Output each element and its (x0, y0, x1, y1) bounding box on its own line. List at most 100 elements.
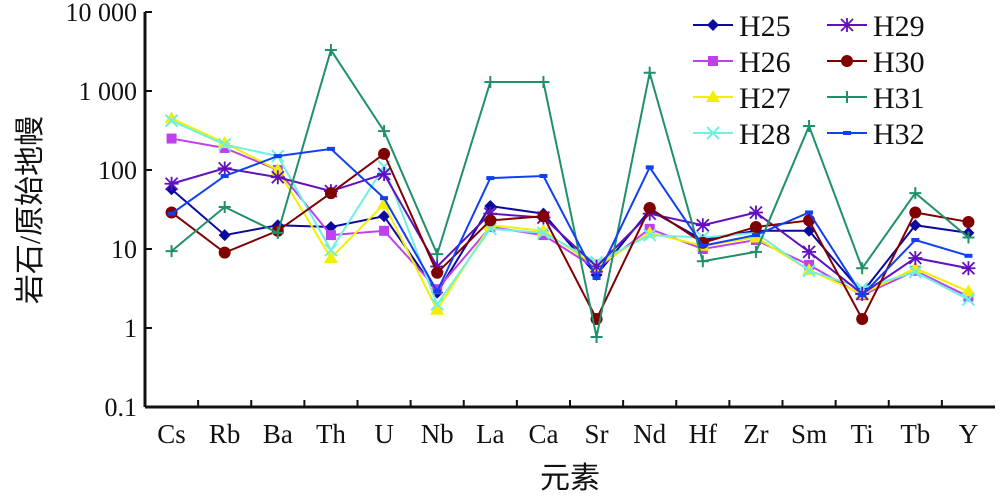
data-point (802, 264, 816, 278)
data-point (642, 228, 657, 242)
data-point (326, 146, 335, 151)
data-point (695, 218, 710, 233)
data-point (964, 253, 973, 258)
data-point (165, 245, 178, 258)
legend-item-H30: H30 (827, 46, 925, 79)
data-point (751, 233, 760, 238)
data-point (323, 250, 338, 263)
x-tick-label: Nd (633, 419, 666, 449)
legend-label: H26 (739, 46, 791, 79)
data-point (431, 248, 444, 261)
y-tick-label: 100 (98, 156, 137, 185)
data-point (378, 125, 391, 138)
data-point (539, 173, 548, 178)
data-point (749, 245, 762, 258)
legend-label: H28 (739, 118, 791, 151)
data-point (164, 111, 179, 124)
x-tick-label: Tb (900, 419, 930, 449)
legend-marker (706, 90, 720, 102)
data-point (909, 206, 922, 219)
data-point (803, 120, 816, 133)
data-point (592, 275, 601, 280)
data-point (218, 201, 231, 214)
legend-item-H25: H25 (693, 10, 791, 43)
series-line-H28 (171, 119, 969, 307)
legend-marker (706, 126, 720, 140)
data-point (379, 225, 390, 236)
data-point (218, 246, 231, 259)
legend-label: H27 (739, 82, 791, 115)
axes: 0.1 1 10 100 1 000 10 000 Cs Rb Ba Th U Nb La Ca Sr Nd H… (66, 0, 995, 449)
data-point (961, 284, 976, 297)
x-tick-label: Zr (743, 419, 768, 449)
legend-item-H29: H29 (827, 10, 925, 43)
series-line-H32 (170, 147, 969, 297)
data-point (908, 265, 923, 279)
data-point (802, 244, 817, 259)
series-H32 (167, 146, 973, 298)
data-point (908, 261, 923, 274)
data-point (909, 219, 922, 232)
x-tick-label: Y (959, 419, 979, 449)
data-point (486, 176, 495, 181)
data-point (378, 147, 391, 160)
x-tick-label: Rb (209, 419, 241, 449)
data-point (590, 330, 603, 343)
data-point (484, 200, 497, 213)
data-point (484, 75, 497, 88)
data-point (696, 255, 709, 268)
y-axis-label: 岩石/原始地幔 (14, 116, 47, 304)
data-point (377, 166, 392, 181)
series-H30 (165, 147, 975, 325)
x-tick-label: Cs (157, 419, 186, 449)
data-point (380, 196, 389, 201)
data-point (909, 187, 922, 200)
legend-label: H32 (873, 118, 925, 151)
legend-label: H31 (873, 82, 925, 115)
legend-item-H28: H28 (693, 118, 791, 151)
legend-marker (708, 56, 718, 66)
data-point (911, 237, 920, 242)
legend-item-H26: H26 (693, 46, 791, 79)
data-point (589, 259, 604, 274)
data-point (273, 154, 282, 159)
data-point (858, 293, 867, 298)
data-point (430, 302, 445, 315)
data-point (430, 297, 444, 311)
series-line-H29 (171, 167, 969, 296)
data-point (217, 161, 232, 176)
legend-item-H31: H31 (827, 82, 925, 115)
series-H31 (165, 44, 975, 343)
data-point (537, 210, 550, 223)
data-point (536, 226, 551, 240)
data-point (961, 292, 976, 307)
legend-label: H25 (739, 10, 791, 43)
y-tick-label: 10 (111, 235, 137, 264)
x-tick-label: Sm (791, 419, 827, 449)
data-point (805, 210, 814, 215)
data-point (645, 165, 654, 170)
series-H26 (166, 133, 974, 302)
data-point (164, 176, 179, 191)
series-lines (164, 44, 976, 343)
series-line-H30 (170, 152, 969, 322)
data-point (217, 137, 232, 152)
x-tick-label: Sr (585, 419, 609, 449)
data-point (270, 163, 285, 175)
x-tick-label: Nb (421, 419, 454, 449)
data-point (271, 226, 284, 239)
legend-item-H27: H27 (693, 82, 791, 115)
data-point (378, 210, 391, 223)
data-point (908, 250, 923, 265)
y-tick-label: 10 000 (66, 0, 138, 27)
legend-marker (707, 19, 719, 31)
data-point (219, 142, 230, 153)
data-point (643, 202, 656, 215)
data-point (749, 220, 762, 233)
data-point (220, 173, 229, 178)
legend-marker (841, 91, 853, 103)
data-point (324, 243, 338, 257)
data-point (431, 266, 444, 279)
data-point (748, 205, 763, 220)
